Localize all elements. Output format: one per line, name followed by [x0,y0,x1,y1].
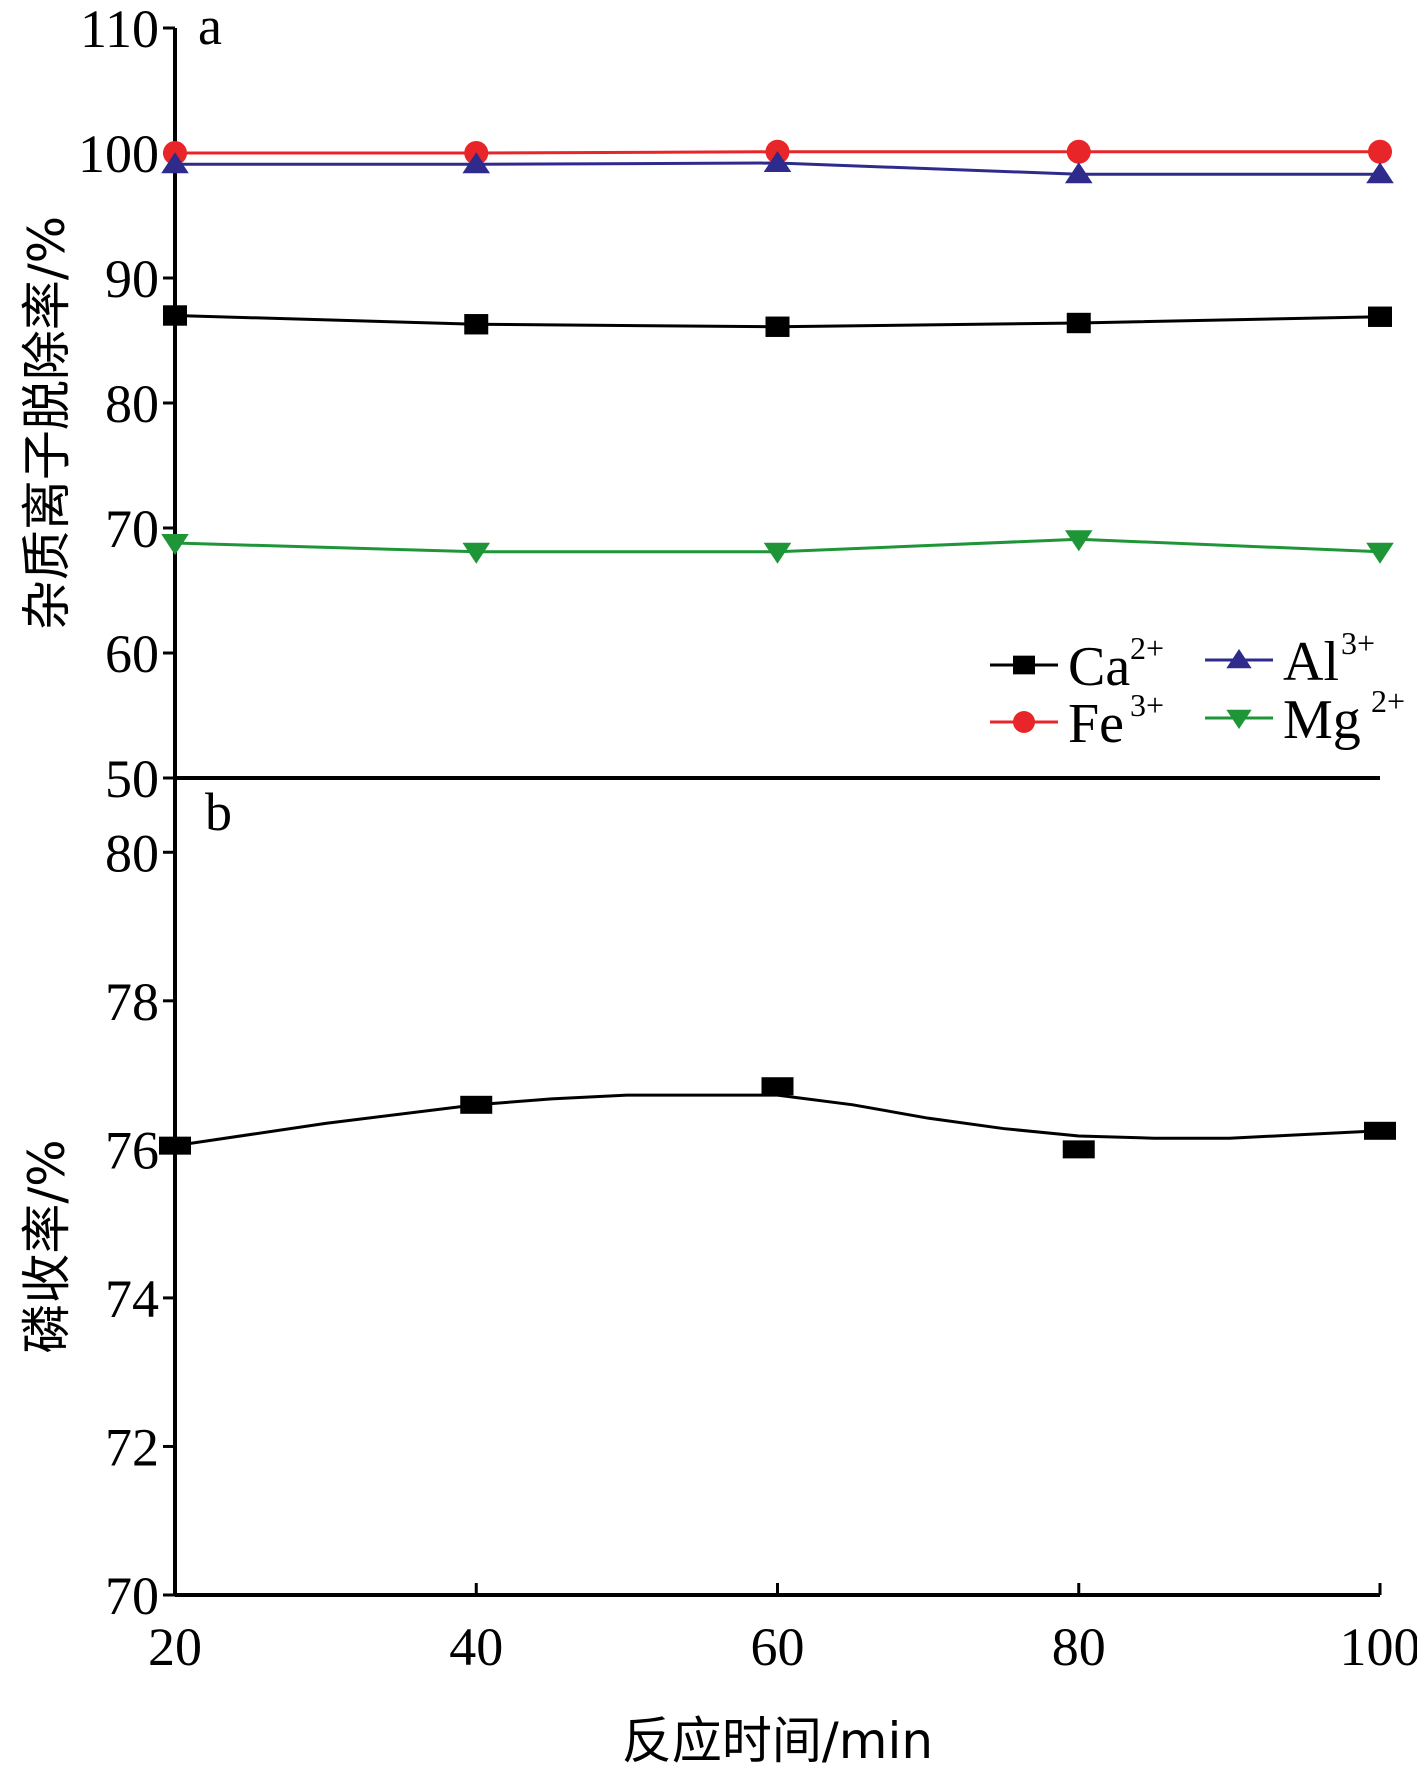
point-b-100 [1364,1121,1396,1140]
x-tick-label: 40 [449,1617,503,1677]
panel-label-a: a [198,0,222,56]
x-tick-label: 60 [751,1617,805,1677]
legend-label-mg: Mg [1283,689,1361,751]
y-tick-label-a: 110 [80,0,159,59]
panel-label-b: b [205,782,232,842]
point-al-40 [462,152,491,174]
point-mg-100 [1366,542,1394,564]
point-mg-40 [462,542,491,564]
y-axis-title-b: 磷收率/% [18,1139,76,1353]
y-tick-label-a: 90 [105,249,159,309]
panel-b: 70 72 74 76 78 80 20 40 60 80 100 b 磷收率/% 反应时间/min [18,778,1417,1770]
y-tick-label-b: 76 [105,1120,159,1180]
point-mg-60 [763,542,792,564]
point-al-20 [161,152,189,174]
legend-marker-mg [1226,709,1252,729]
legend-sup-fe: 3+ [1130,687,1164,723]
point-b-20 [159,1136,191,1155]
point-b-60 [761,1077,794,1096]
y-tick-label-a: 100 [78,124,159,184]
y-tick-label-a: 60 [105,624,159,684]
point-mg-80 [1064,530,1093,552]
y-tick-label-a: 70 [105,499,159,559]
x-tick-label: 20 [148,1617,202,1677]
x-tick-label: 80 [1052,1617,1106,1677]
y-tick-label-a: 80 [105,374,159,434]
y-tick-label-b: 72 [105,1417,159,1477]
point-b-80 [1062,1140,1095,1159]
legend-marker-fe [1013,711,1035,733]
point-ca-20 [163,305,187,326]
point-fe-100 [1368,139,1392,164]
y-tick-label-b: 74 [105,1269,159,1329]
point-ca-60 [765,316,790,337]
point-al-100 [1366,162,1394,184]
point-b-40 [460,1095,493,1114]
point-al-80 [1064,162,1093,184]
legend: Ca 2+ Al 3+Fe 3+ Mg 2+ [990,625,1405,755]
legend-sup-ca: 2+ [1130,630,1164,666]
point-al-60 [763,151,792,172]
y-tick-label-b: 70 [105,1566,159,1626]
y-tick-label-b: 80 [105,823,159,883]
legend-label-al: Al [1283,631,1339,693]
legend-marker-ca [1013,655,1035,675]
fit-curve-b [174,1093,1381,1148]
x-axis-title: 反应时间/min [622,1712,933,1770]
point-mg-20 [161,534,189,555]
legend-label-fe: Fe [1068,693,1124,755]
y-axis-title-a: 杂质离子脱除率/% [18,216,76,630]
point-ca-40 [464,314,489,335]
legend-sup-mg: 2+ [1371,683,1405,719]
y-tick-label-a: 50 [105,749,159,809]
point-fe-80 [1066,139,1091,164]
panel-a: 50 60 70 80 90 100 110 a 杂质离子脱除率/% [18,0,1394,809]
legend-marker-al [1226,649,1252,669]
y-tick-label-b: 78 [105,972,159,1032]
point-ca-100 [1368,306,1392,327]
point-ca-80 [1066,312,1091,334]
x-tick-label: 100 [1340,1617,1417,1677]
legend-sup-al: 3+ [1341,625,1375,661]
legend-label-ca: Ca [1068,636,1130,698]
